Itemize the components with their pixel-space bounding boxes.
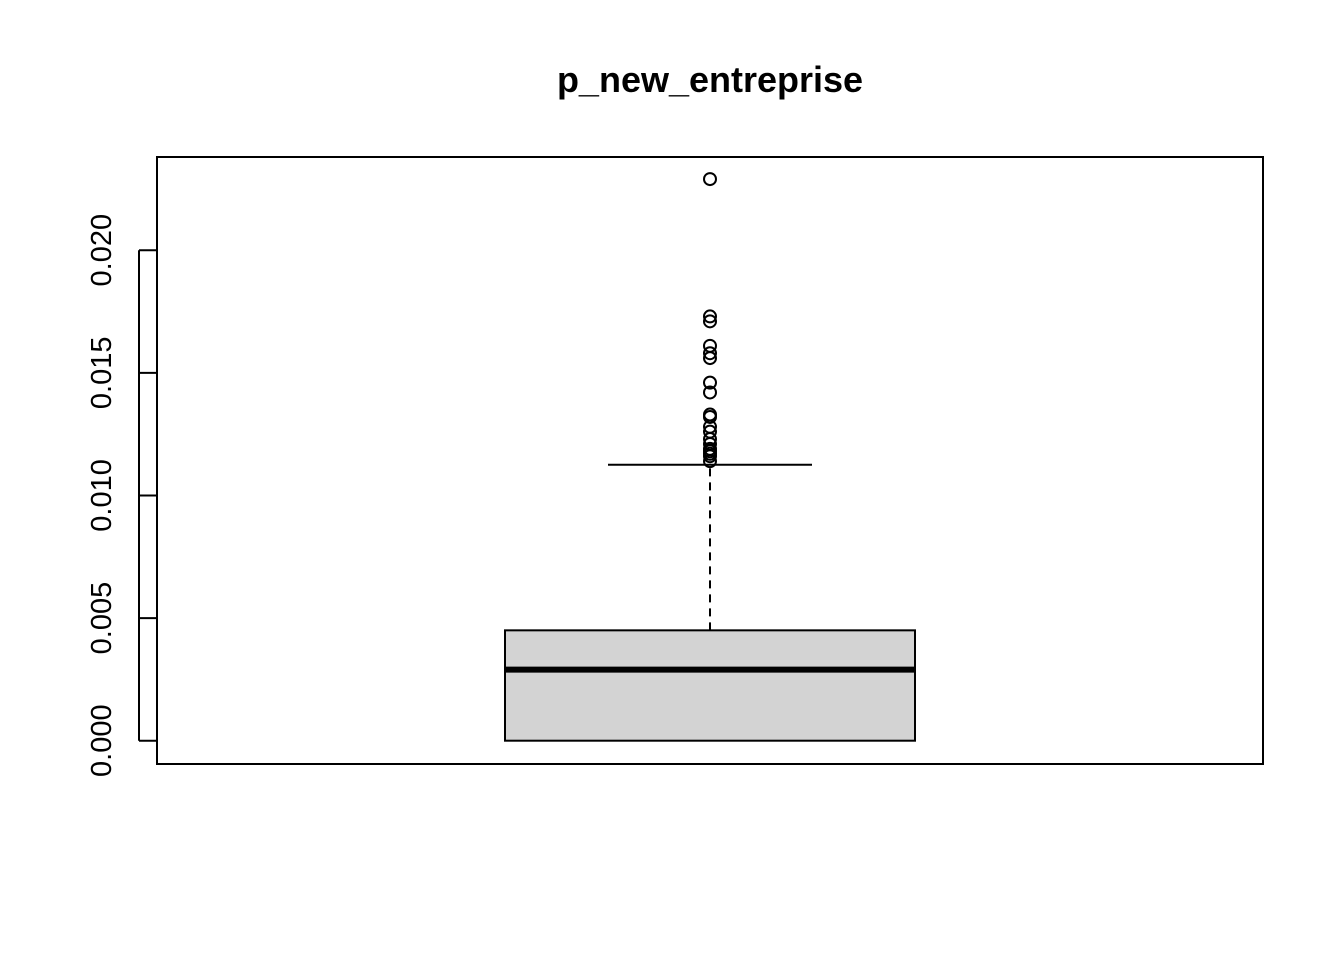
outlier-group	[703, 172, 717, 469]
outlier-point	[703, 338, 717, 353]
plot-frame	[156, 156, 1264, 765]
outlier-point	[703, 441, 717, 456]
outlier-point	[703, 346, 717, 361]
y-tick-label: 0.020	[86, 214, 118, 287]
outlier-point	[703, 385, 717, 400]
y-axis: 0.000 0.005 0.010 0.015 0.020	[86, 214, 156, 777]
chart-title: p_new_entreprise	[557, 59, 863, 100]
outlier-point	[703, 314, 717, 329]
y-tick-label: 0.010	[86, 459, 118, 532]
y-tick-label: 0.005	[86, 582, 118, 655]
y-tick-label: 0.015	[86, 337, 118, 410]
outlier-point	[703, 172, 717, 187]
y-tick-label: 0.000	[86, 704, 118, 777]
outlier-point	[703, 424, 717, 439]
outlier-point	[703, 375, 717, 390]
outlier-point	[703, 407, 717, 422]
outlier-point	[703, 309, 717, 324]
iqr-box	[504, 629, 916, 742]
box-group	[504, 463, 916, 742]
